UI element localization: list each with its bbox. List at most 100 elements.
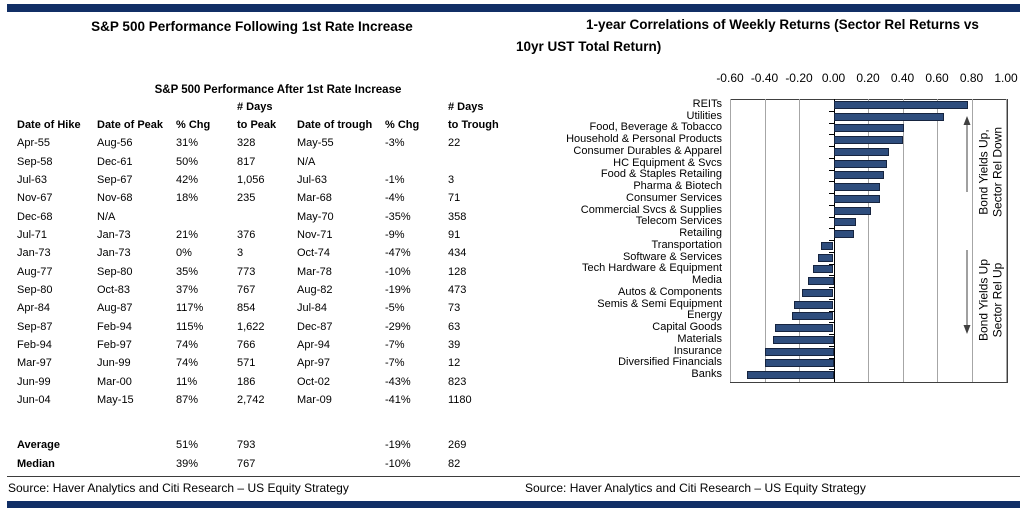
table-row: Apr-55 Aug-56 31% 328 May-55 -3% 22 xyxy=(17,134,508,152)
table-cell: Sep-80 xyxy=(17,283,53,296)
source-note-left: Source: Haver Analytics and Citi Researc… xyxy=(8,481,349,495)
table-cell: Jun-99 xyxy=(17,375,51,388)
table-row: Nov-67 Nov-68 18% 235 Mar-68 -4% 71 xyxy=(17,189,508,207)
table-cell: Mar-00 xyxy=(97,375,132,388)
correlation-bar xyxy=(833,147,889,156)
table-row: Aug-77 Sep-80 35% 773 Mar-78 -10% 128 xyxy=(17,262,508,280)
table-cell: 571 xyxy=(237,357,256,370)
x-axis-tick-label: 0.20 xyxy=(856,71,880,85)
table-cell: 11% xyxy=(176,375,198,388)
table-cell: 434 xyxy=(448,247,467,260)
category-label: Energy xyxy=(687,309,722,322)
table-cell: 63 xyxy=(448,320,461,333)
table-header-cell: Date of Hike xyxy=(17,97,97,134)
correlation-bar xyxy=(833,100,969,109)
table-cell: 793 xyxy=(237,439,256,452)
performance-table: Date of Hike Date of Peak % Chg # Days to Pe… xyxy=(17,97,508,473)
category-label: Banks xyxy=(691,368,722,381)
table-header-cell: Date of trough xyxy=(297,97,385,134)
zero-axis-tick xyxy=(828,146,834,147)
table-cell: N/A xyxy=(297,155,316,168)
category-label: Commercial Svcs & Supplies xyxy=(580,203,722,216)
x-axis-tick-label: 1.00 xyxy=(994,71,1018,85)
table-cell: 37% xyxy=(176,283,199,296)
correlation-bar xyxy=(773,335,834,344)
x-axis-tick-label: -0.60 xyxy=(716,71,744,85)
table-cell: 269 xyxy=(448,439,467,452)
table-cell: -10% xyxy=(385,265,411,278)
table-cell: Aug-77 xyxy=(17,265,53,278)
table-cell: 128 xyxy=(448,265,467,278)
correlation-bar xyxy=(764,359,834,368)
table-title: S&P 500 Performance After 1st Rate Incre… xyxy=(154,84,402,96)
zero-axis-tick xyxy=(828,263,834,265)
table-cell: 767 xyxy=(237,457,256,470)
category-label: HC Equipment & Svcs xyxy=(613,156,722,169)
table-cell: Oct-83 xyxy=(97,283,131,296)
zero-axis-tick xyxy=(828,275,834,277)
table-header-cell: % Chg xyxy=(176,97,237,134)
category-label: Capital Goods xyxy=(652,321,722,334)
table-cell: 87% xyxy=(176,393,199,406)
table-cell: 22 xyxy=(448,137,461,150)
correlation-bar xyxy=(817,253,834,262)
table-cell: -1% xyxy=(385,173,405,186)
table-header-label: Date of trough xyxy=(297,119,373,131)
category-label: Insurance xyxy=(673,344,722,357)
table-cell: Feb-94 xyxy=(97,320,132,333)
gridline xyxy=(903,99,904,382)
category-label: Utilities xyxy=(686,109,722,122)
table-cell: Jul-71 xyxy=(17,228,47,241)
category-label: Telecom Services xyxy=(635,215,722,228)
x-axis-tick-label: 0.40 xyxy=(890,71,915,85)
zero-axis-tick xyxy=(828,216,834,218)
zero-axis-tick xyxy=(828,369,834,371)
table-cell: May-15 xyxy=(97,393,134,406)
table-cell: Aug-87 xyxy=(97,302,133,315)
table-cell: 1,056 xyxy=(237,173,265,186)
table-cell: 42% xyxy=(176,173,199,186)
table-row: Mar-97 Jun-99 74% 571 Apr-97 -7% 12 xyxy=(17,354,508,372)
table-row: Jan-73 Jan-73 0% 3 Oct-74 -47% 434 xyxy=(17,244,508,262)
category-label: Materials xyxy=(677,332,722,345)
gridline xyxy=(765,99,766,382)
table-cell: Aug-82 xyxy=(297,283,333,296)
category-label: Household & Personal Products xyxy=(566,133,722,146)
table-cell: 358 xyxy=(448,210,467,223)
table-header-label: % Chg xyxy=(385,119,420,131)
table-cell: 3 xyxy=(237,247,244,260)
table-cell: -43% xyxy=(385,375,411,388)
correlation-bar xyxy=(833,183,881,192)
right-panel-title-line1: 1-year Correlations of Weekly Returns (S… xyxy=(586,17,979,32)
zero-axis-tick xyxy=(828,181,834,183)
table-cell: Feb-94 xyxy=(17,338,52,351)
table-cell: 854 xyxy=(237,302,256,315)
category-label: Software & Services xyxy=(622,250,722,263)
category-label: Transportation xyxy=(651,238,722,251)
zero-axis-tick xyxy=(828,345,834,347)
table-cell: 18% xyxy=(176,192,199,205)
table-cell: Apr-97 xyxy=(297,357,331,370)
chart-annotation-line: Bond Yields Up xyxy=(976,258,991,342)
table-cell: Nov-71 xyxy=(297,228,333,241)
table-cell: 74% xyxy=(176,338,199,351)
table-row: Jul-71 Jan-73 21% 376 Nov-71 -9% 91 xyxy=(17,226,508,244)
gridline xyxy=(1006,99,1007,382)
table-cell: 115% xyxy=(176,320,204,333)
table-header-row: Date of Hike Date of Peak % Chg # Days to Pe… xyxy=(17,97,508,134)
table-cell: 1180 xyxy=(448,393,472,406)
table-cell: 0% xyxy=(176,247,192,260)
x-axis-tick-label: -0.40 xyxy=(750,71,779,85)
table-cell: 91 xyxy=(448,228,461,241)
category-label: Retailing xyxy=(679,227,722,240)
zero-axis-tick xyxy=(828,240,834,241)
table-cell: Dec-68 xyxy=(17,210,53,223)
category-label: Food, Beverage & Tobacco xyxy=(589,121,723,134)
correlation-bar xyxy=(774,324,834,333)
table-row: Jun-99 Mar-00 11% 186 Oct-02 -43% 823 xyxy=(17,372,508,390)
correlation-bar xyxy=(764,347,834,356)
category-label: Consumer Durables & Apparel xyxy=(573,144,722,157)
zero-axis-tick xyxy=(828,169,834,171)
table-cell: Median xyxy=(17,457,55,470)
table-header-label: to Peak xyxy=(237,119,277,131)
